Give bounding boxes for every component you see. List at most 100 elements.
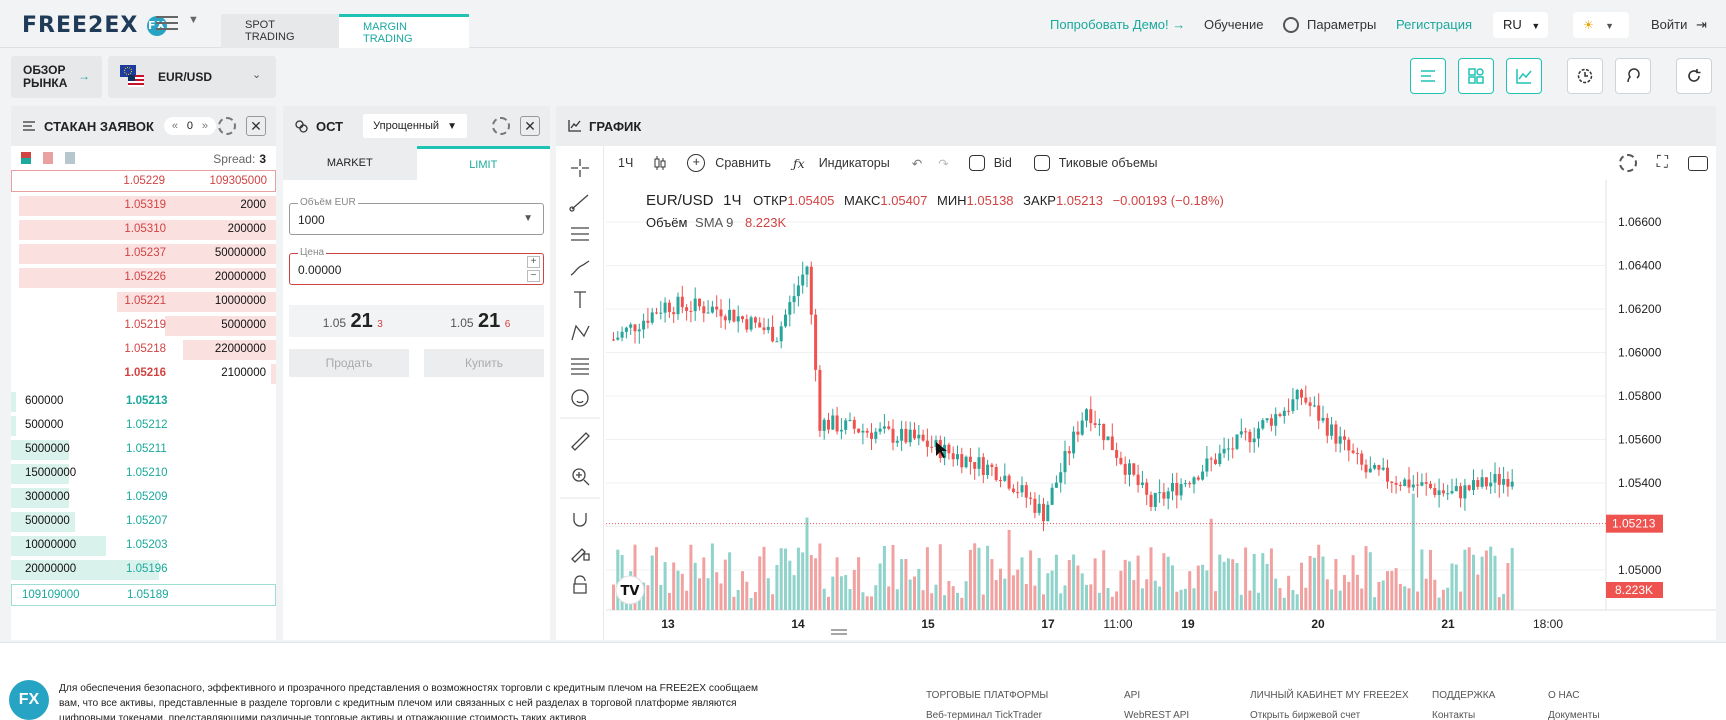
bid-row[interactable]: 1.05212 500000 — [11, 414, 276, 438]
compare-button[interactable]: + Сравнить — [687, 154, 771, 172]
price-chart[interactable]: 1.06600 1.06400 1.06200 1.06000 1.05800 1.056… — [606, 180, 1716, 640]
footer-link[interactable]: Контакты — [1432, 710, 1476, 720]
tradingview-logo[interactable]: TV — [615, 575, 645, 605]
sell-button[interactable]: Продать — [289, 349, 409, 377]
footer-link[interactable]: Открыть биржевой счет — [1250, 710, 1361, 720]
register-link[interactable]: Регистрация — [1396, 17, 1472, 32]
login-link[interactable]: Войти ⇥ — [1651, 17, 1707, 32]
demo-link[interactable]: Попробовать Демо! → — [1050, 17, 1186, 32]
menu-icon[interactable] — [156, 16, 178, 32]
best-ask-summary[interactable]: 1.05229 109305000 — [11, 170, 276, 192]
tab-limit[interactable]: LIMIT — [416, 146, 550, 180]
view-both-icon[interactable] — [21, 152, 31, 164]
buy-quote[interactable]: 1.05 21 6 — [417, 310, 545, 333]
refresh-button[interactable] — [1676, 58, 1712, 94]
resize-handle-icon[interactable] — [831, 629, 847, 635]
menu-caret-icon[interactable]: ▼ — [188, 14, 199, 26]
bid-row[interactable]: 1.05209 3000000 — [11, 486, 276, 510]
footer-link[interactable]: Веб-терминал TickTrader — [926, 710, 1042, 720]
volume-bar — [1497, 597, 1501, 610]
history-button[interactable] — [1567, 58, 1603, 94]
layout-chart-button[interactable] — [1506, 58, 1542, 94]
bid-row[interactable]: 1.05213 600000 — [11, 390, 276, 414]
lock-icon[interactable] — [573, 575, 587, 594]
best-bid-summary[interactable]: 109109000 1.05189 — [11, 584, 276, 606]
fullscreen-icon[interactable]: ⛶ — [1656, 154, 1668, 171]
indicators-button[interactable]: ƒx Индикаторы — [793, 156, 890, 171]
pair-selector[interactable]: EUR/USD — [108, 56, 276, 98]
view-bids-icon[interactable] — [65, 152, 75, 164]
ruler-icon[interactable] — [571, 432, 590, 451]
chevron-down-icon[interactable]: ⌄ — [252, 69, 262, 81]
undo-icon[interactable]: ↶ — [911, 156, 923, 171]
language-select[interactable]: RU ▼ — [1493, 12, 1548, 38]
bid-row[interactable]: 1.05196 20000000 — [11, 558, 276, 582]
horizontal-lines-icon[interactable] — [571, 227, 589, 241]
bid-row[interactable]: 1.05211 5000000 — [11, 438, 276, 462]
brush-icon[interactable] — [570, 260, 590, 276]
gear-icon[interactable] — [218, 117, 236, 135]
ask-row[interactable]: 1.05226 20000000 — [11, 266, 276, 290]
stepper-decrease[interactable]: « — [171, 120, 178, 132]
trend-line-icon[interactable] — [569, 194, 589, 212]
tab-market[interactable]: MARKET — [283, 146, 417, 180]
candles-icon[interactable] — [653, 155, 667, 171]
crosshair-icon[interactable] — [571, 159, 589, 177]
layout-list-button[interactable] — [1410, 58, 1446, 94]
fib-icon[interactable] — [571, 358, 589, 375]
volume-select[interactable]: Объём EUR 1000 ▼ — [289, 197, 544, 235]
mode-select[interactable]: Упрощенный ▼ — [363, 114, 467, 138]
bid-button[interactable]: Bid — [968, 155, 1012, 171]
study-link[interactable]: Обучение — [1204, 17, 1264, 32]
buy-quote-head: 1.05 — [450, 315, 474, 330]
redo-icon[interactable]: ↷ — [938, 156, 949, 171]
buy-button[interactable]: Купить — [424, 349, 544, 377]
bid-row[interactable]: 1.05203 10000000 — [11, 534, 276, 558]
zoom-icon[interactable] — [572, 468, 590, 486]
depth-stepper[interactable]: « 0 » — [163, 117, 216, 135]
price-input[interactable]: Цена 0.00000 + − — [289, 247, 544, 285]
ask-row[interactable]: 1.05237 50000000 — [11, 242, 276, 266]
support-button[interactable] — [1615, 58, 1651, 94]
pattern-icon[interactable] — [571, 324, 590, 341]
interval-button[interactable]: 1Ч — [618, 156, 634, 170]
tick-volume-button[interactable]: Тиковые объемы — [1033, 155, 1158, 171]
sell-quote[interactable]: 1.05 21 3 — [289, 310, 417, 333]
logo[interactable]: FREE2EX FX — [22, 13, 167, 38]
emoji-icon[interactable] — [571, 389, 589, 407]
ask-row[interactable]: 1.05216 2100000 — [11, 362, 276, 386]
stepper-increase[interactable]: » — [201, 120, 208, 132]
settings-link[interactable]: Параметры — [1283, 17, 1376, 33]
ask-row[interactable]: 1.05310 200000 — [11, 218, 276, 242]
ask-row[interactable]: 1.05218 22000000 — [11, 338, 276, 362]
bid-row[interactable]: 1.05207 5000000 — [11, 510, 276, 534]
footer-link[interactable]: WebREST API — [1124, 710, 1190, 720]
close-icon[interactable]: ✕ — [246, 116, 266, 136]
layout-widgets-button[interactable] — [1458, 58, 1494, 94]
bid-row[interactable]: 1.05210 15000000 — [11, 462, 276, 486]
gear-icon[interactable] — [1618, 154, 1637, 172]
chart-line-icon — [1516, 69, 1532, 84]
footer-logo[interactable]: FX — [9, 680, 49, 720]
market-overview-button[interactable]: ОБЗОР РЫНКА → — [11, 56, 102, 98]
ask-row[interactable]: 1.05319 2000 — [11, 194, 276, 218]
view-asks-icon[interactable] — [43, 152, 53, 164]
candle — [857, 428, 861, 434]
ask-row[interactable]: 1.05219 5000000 — [11, 314, 276, 338]
close-icon[interactable]: ✕ — [520, 116, 540, 136]
row-size: 3000000 — [25, 491, 70, 503]
magnet-icon[interactable] — [573, 513, 587, 527]
gear-icon[interactable] — [492, 117, 510, 135]
theme-select[interactable]: ☀ ▼ — [1573, 12, 1629, 38]
candle — [1171, 473, 1174, 501]
candle — [1106, 436, 1110, 441]
increase-button[interactable]: + — [527, 256, 540, 268]
decrease-button[interactable]: − — [527, 270, 540, 282]
tab-spot-trading[interactable]: SPOT TRADING — [221, 14, 339, 48]
footer-link[interactable]: Документы — [1548, 710, 1600, 720]
camera-icon[interactable] — [1688, 155, 1708, 171]
tab-margin-trading[interactable]: MARGIN TRADING — [339, 14, 469, 48]
lock-drawing-icon[interactable] — [571, 548, 590, 563]
text-icon[interactable] — [574, 291, 586, 308]
ask-row[interactable]: 1.05221 10000000 — [11, 290, 276, 314]
